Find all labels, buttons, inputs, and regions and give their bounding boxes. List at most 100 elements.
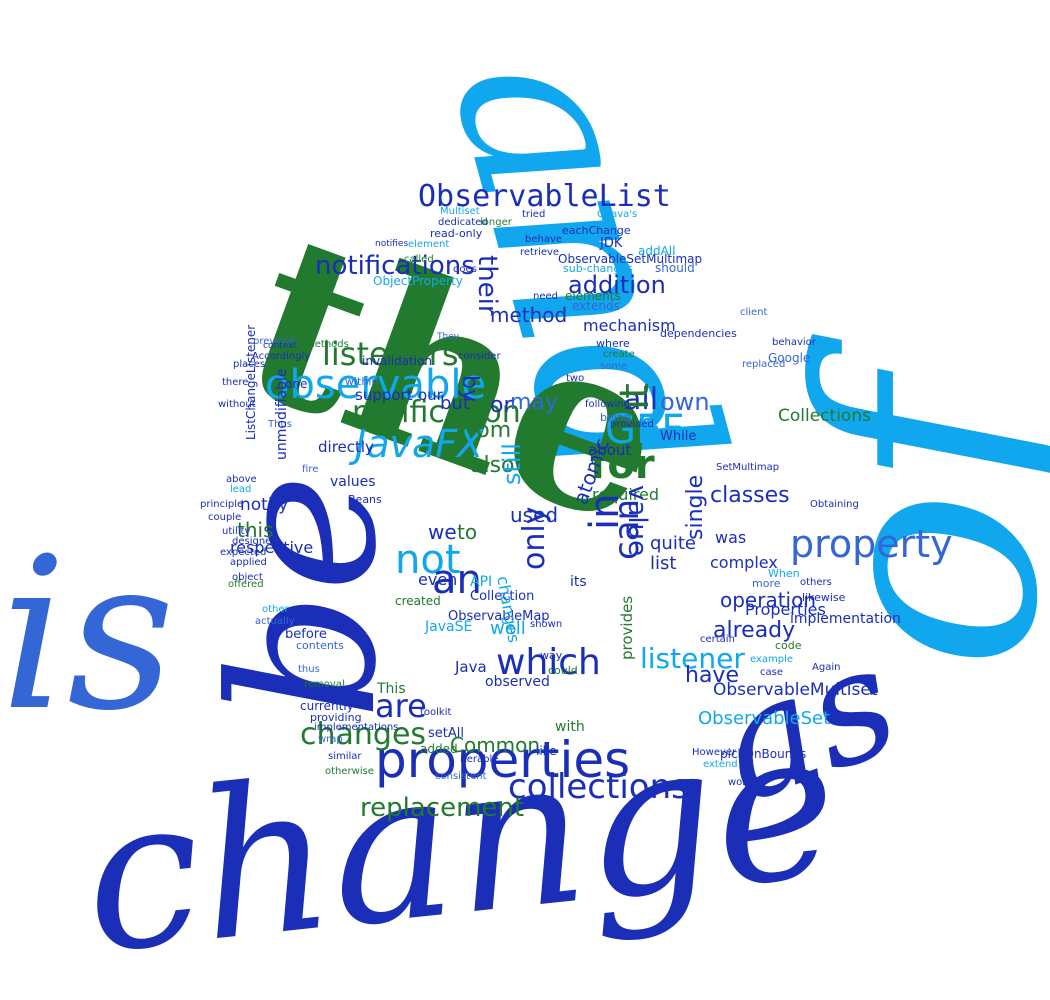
word-collections: collections [508,767,689,807]
word-create: create [603,349,635,360]
word-list: list [650,553,677,574]
word-there: there [222,377,249,388]
word-observableset: ObservableSet [698,708,831,729]
word-accordingly: Accordingly [252,351,311,362]
word-eachchange: eachChange [562,224,631,237]
word-applied: applied [230,557,267,568]
word-providing: providing [310,711,362,724]
word-elements: elements [565,289,621,303]
word-previous: previous [253,336,296,347]
word-operation: operation [720,588,817,612]
word-used: used [510,503,559,527]
word-observablemap: ObservableMap [448,609,550,624]
word-our: our [418,386,443,404]
word-where: where [596,337,630,350]
word-designed: designed [232,536,278,547]
word-without: without [218,399,256,410]
word-addall: addAll [638,244,676,258]
word-is: is [0,512,175,757]
word-worth: worth [728,777,757,788]
word-consistent: consistent [435,771,487,782]
word-context: context [263,341,297,351]
word-are: are [375,687,427,725]
word-being: being [600,411,631,424]
word-dependencies: dependencies [660,327,737,340]
word-object: object [232,572,263,583]
word-with: with [555,719,585,735]
word-unmodifiable: unmodifiable [274,368,290,460]
word-thus: Thus [268,419,292,430]
word-which: which [496,642,601,683]
word-only: only [517,506,552,570]
word-notifications: notifications [315,251,475,281]
word-before: before [285,627,327,642]
word-replaced: replaced [742,359,786,370]
word-replacement: replacement [360,793,525,823]
word-fire: fire [302,464,319,475]
word-one: one [285,377,308,391]
word-implementation: implementation [790,611,901,627]
word-setmultimap: SetMultimap [716,462,780,473]
word-listchangelistener: ListChangeListener [244,324,258,440]
word-google: Google [768,351,811,365]
word-couple: couple [208,512,242,523]
word-java: Java [455,658,487,676]
word-this-cap: This [377,681,406,697]
word-already: already [713,618,796,643]
word-all: all [623,382,659,417]
word-single: single [683,474,708,540]
word-while: While [660,429,697,444]
word-readonly: read-only [430,227,483,240]
word-observed: observed [485,674,550,690]
word-class: class [280,611,313,626]
word-extends: extends [572,299,620,313]
word-extend: extend [703,759,738,770]
word-contents: contents [296,639,344,652]
word-properties: properties [375,731,631,789]
word-within: within [345,375,379,388]
word-does: does [453,264,477,275]
word-listeners: listeners [322,335,459,373]
word-tried: tried [522,209,546,220]
word-setall: setAll [428,726,464,741]
word-beans: Beans [348,493,382,506]
word-multiset: Multiset [440,206,480,217]
word-support: support [355,386,413,404]
word-providing-v: provides [618,595,636,660]
word-own: own [660,388,710,416]
word-their: their [472,255,502,316]
word-collections-cap: Collections [778,406,871,426]
word-jdk: JDK [600,236,623,251]
word-we: we [428,520,457,544]
word-retrieve: retrieve [520,247,560,258]
word-to: to [457,520,478,544]
word-method: method [490,303,568,327]
word-was: was [715,528,747,547]
word-toolkit: toolkit [420,707,452,718]
word-invalidation: invalidation [362,354,433,368]
word-code: code [775,639,802,652]
word-have: have [685,663,739,688]
word-api: API [470,574,493,590]
word-complex: complex [710,553,778,572]
word-still: still [498,443,526,485]
word-objectproperty: ObjectProperty [373,274,463,288]
word-may: may [510,390,558,415]
word-gef: GEF [605,407,685,453]
word-property: property [790,522,953,566]
word-offered: offered [228,579,264,590]
word-respective: respective [230,538,314,557]
word-removal: removal [304,679,345,690]
word-more: more [752,577,781,590]
word-provided: provided [610,419,654,430]
word-behavior: behavior [772,337,816,348]
word-notifies: notifies [375,239,409,249]
word-way: way [540,649,563,662]
word-two: two [566,373,585,384]
word-even: even [418,570,458,589]
word-should: should [655,261,695,275]
word-case: case [760,667,783,678]
word-subchanges: sub-changes [563,262,633,275]
word-common: Common [450,733,541,757]
word-when: When [768,567,800,580]
